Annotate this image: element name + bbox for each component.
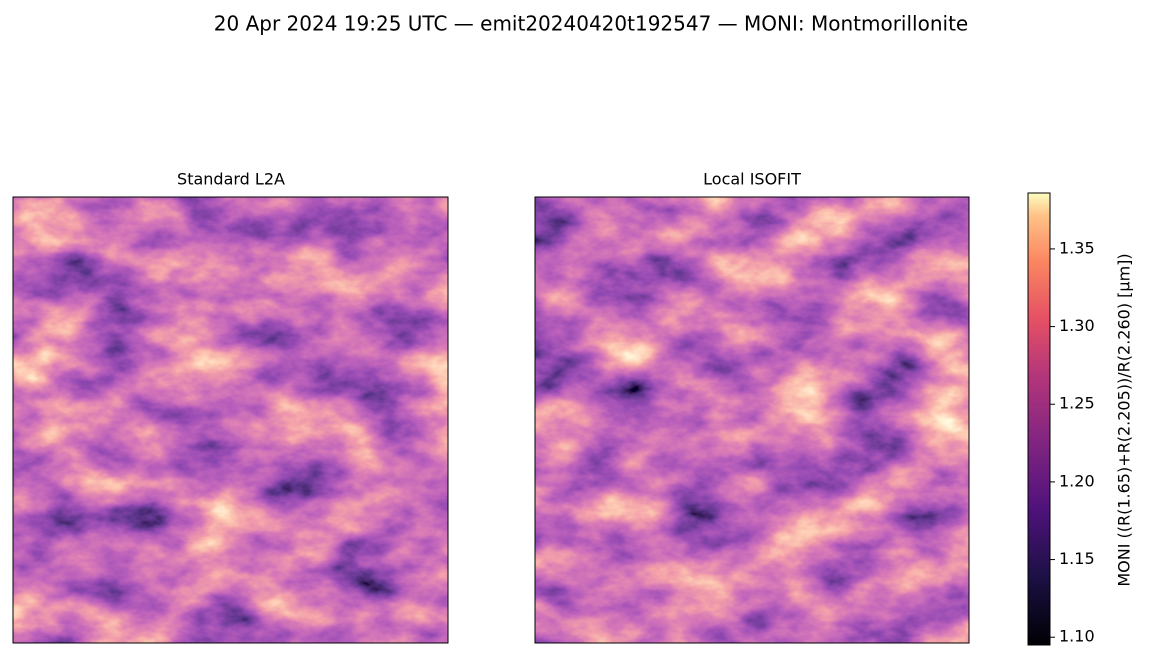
panel-title: Standard L2A [177, 170, 285, 189]
colorbar-tick-label: 1.20 [1059, 471, 1095, 490]
colorbar-tick-label: 1.35 [1059, 238, 1095, 257]
colorbar-label: MONI ((R(1.65)+R(2.205))/R(2.260) [µm]) [1115, 253, 1134, 586]
colorbar-tick-label: 1.15 [1059, 549, 1095, 568]
panel-frame [12, 196, 449, 644]
colorbar [1027, 192, 1051, 646]
figure-title: 20 Apr 2024 19:25 UTC — emit20240420t192… [214, 12, 968, 36]
image-panel [535, 197, 969, 643]
panel-frame [534, 196, 970, 644]
image-panel [13, 197, 448, 643]
colorbar-tick-label: 1.30 [1059, 316, 1095, 335]
panel-title: Local ISOFIT [703, 170, 801, 189]
colorbar-ticks: 1.10 1.15 1.20 1.25 1.30 1.35 [1050, 238, 1095, 646]
colorbar-tick-label: 1.25 [1059, 394, 1095, 413]
colorbar-tick-label: 1.10 [1059, 627, 1095, 646]
